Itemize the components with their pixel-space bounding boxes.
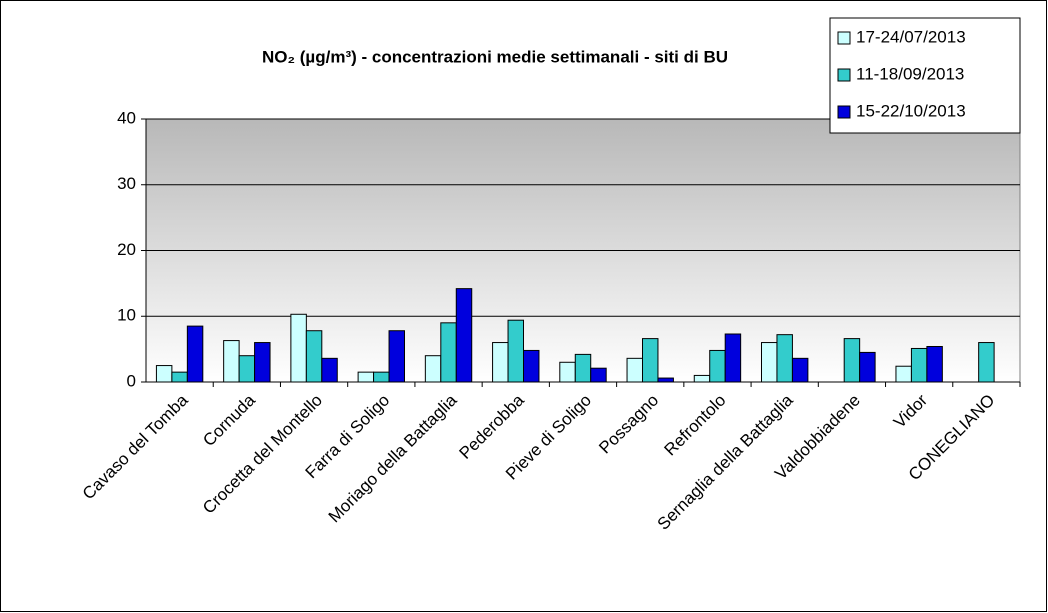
bar [388,330,406,383]
bar [321,357,338,383]
bar [641,338,659,383]
y-tick-label: 40 [117,108,136,127]
bar [155,365,173,383]
chart-title: NO₂ (µg/m³) - concentrazioni medie setti… [262,47,728,66]
bar [895,365,912,383]
y-tick-label: 20 [117,240,136,259]
bar [926,345,943,383]
bar [709,349,726,383]
legend-label: 11-18/09/2013 [856,64,964,83]
bar [724,333,742,383]
legend-swatch [837,105,851,119]
bar [290,313,307,383]
bar [760,342,778,383]
bar [305,330,323,383]
bar [357,371,375,383]
bar [455,288,473,383]
bar [373,371,390,383]
bar [171,371,188,383]
bar [492,342,509,383]
bar [843,338,861,383]
bar [559,361,576,383]
legend-box [829,17,1021,134]
legend-label: 15-22/10/2013 [856,101,966,120]
bar [693,374,711,383]
bar [238,355,256,383]
legend-swatch [837,68,851,82]
bar [776,334,793,383]
bar [910,347,928,383]
bar [978,342,995,383]
bar [440,322,457,383]
bar [791,357,809,383]
bar [523,349,540,383]
bar [424,355,442,383]
bar [657,377,674,383]
bar [859,351,876,383]
bar [186,325,204,383]
bar [223,340,240,383]
bar [590,367,607,383]
y-tick-label: 0 [127,371,136,390]
legend-swatch [837,31,851,45]
y-tick-label: 10 [117,306,136,325]
bar [254,342,271,383]
legend-label: 17-24/07/2013 [856,27,966,46]
y-tick-label: 30 [117,174,136,193]
bar [574,353,592,383]
bar [626,357,643,383]
bar [507,319,525,383]
